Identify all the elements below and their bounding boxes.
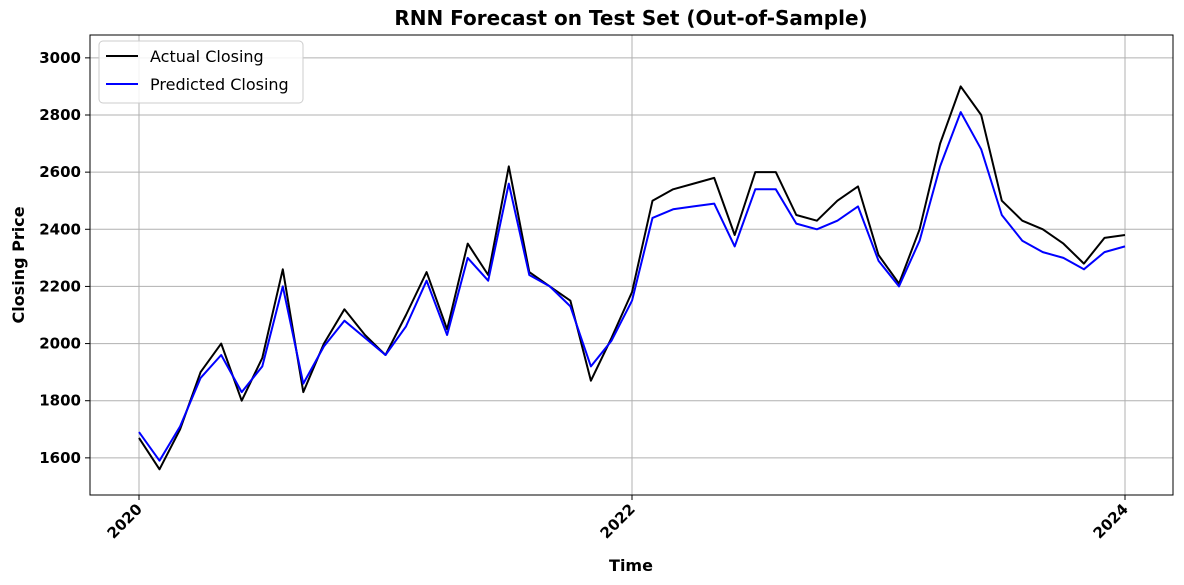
legend-label-predicted: Predicted Closing [150, 75, 289, 94]
y-axis: 1600 1800 2000 2200 2400 2600 2800 3000 [39, 49, 90, 467]
series-line-actual [138, 85, 1126, 471]
x-axis-label: Time [609, 556, 653, 575]
y-tick-label: 2000 [39, 335, 81, 353]
series-layer [138, 85, 1126, 471]
y-tick-label: 1800 [39, 392, 81, 410]
y-tick-label: 2800 [39, 106, 81, 124]
legend-label-actual: Actual Closing [150, 47, 264, 66]
y-tick-label: 1600 [39, 449, 81, 467]
series-line-predicted [138, 111, 1126, 462]
legend: Actual Closing Predicted Closing [98, 40, 304, 104]
chart-title: RNN Forecast on Test Set (Out-of-Sample) [394, 6, 867, 30]
y-tick-label: 3000 [39, 49, 81, 67]
y-tick-label: 2200 [39, 277, 81, 295]
y-axis-label: Closing Price [9, 206, 28, 323]
y-tick-label: 2400 [39, 220, 81, 238]
y-tick-label: 2600 [39, 163, 81, 181]
legend-box [98, 40, 304, 104]
